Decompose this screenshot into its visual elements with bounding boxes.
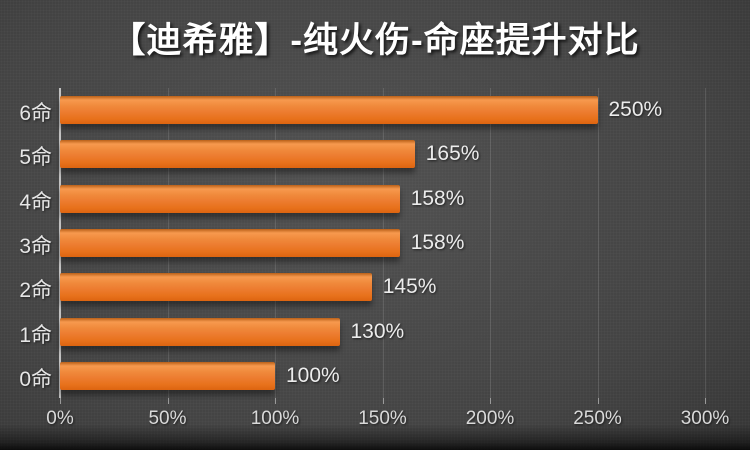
category-label-0命: 0命 [19,367,52,391]
category-label-5命: 5命 [19,146,52,170]
gridline [597,88,599,398]
bar-value-label: 130% [350,319,405,343]
bar-2命[interactable] [60,273,372,302]
x-axis-tick [382,398,384,404]
gridline [490,88,491,398]
x-axis-tick [167,398,169,404]
category-label-1命: 1命 [19,323,52,347]
bar-value-label: 100% [286,363,340,387]
category-label-2命: 2命 [19,279,52,303]
bar-6命[interactable] [60,96,598,125]
bar-value-label: 158% [410,231,465,254]
bar-5命[interactable] [60,140,415,169]
x-axis-tick [60,398,61,404]
bar-4命[interactable] [60,184,400,213]
plot-area: 0% 50% 100% 150% 200% 250% 300% 250% 165% 158% 158… [46,88,729,429]
category-label-4命: 4命 [19,190,52,214]
x-axis-label: 250% [573,408,622,429]
x-axis-tick [705,398,706,404]
bar-1命[interactable] [60,317,340,346]
category-label-6命: 6命 [19,102,52,126]
chart-title: 【迪希雅】-纯火伤-命座提升对比 [110,21,640,60]
x-axis-tick [490,398,491,404]
bar-value-label: 145% [382,275,437,299]
x-axis-label: 50% [148,408,187,429]
x-axis-label: 0% [46,408,74,429]
bar-value-label: 165% [425,142,480,166]
x-axis-label: 200% [465,408,515,429]
x-axis-tick [597,398,599,404]
x-axis-label: 100% [250,408,300,429]
bar-value-label: 250% [608,98,663,122]
bar-value-label: 158% [410,186,465,210]
gridline [705,88,706,398]
x-axis-label: 150% [358,408,407,429]
category-label-3命: 3命 [19,235,52,258]
x-axis-label: 300% [680,408,730,429]
x-axis-tick [275,398,276,404]
bar-3命[interactable] [60,229,400,257]
bar-0命[interactable] [60,361,275,390]
